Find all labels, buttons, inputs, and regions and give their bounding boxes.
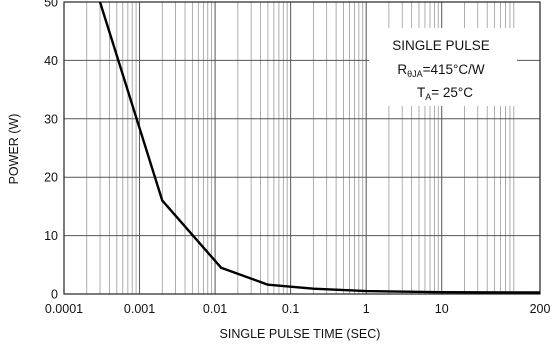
x-tick-label: 0.1 (282, 302, 299, 316)
y-tick-label: 20 (44, 171, 58, 185)
x-tick-label: 200 (530, 302, 551, 316)
annotation-line-2-suffix: =415°C/W (423, 62, 485, 77)
data-layer (98, 2, 540, 294)
annotation-line-1: SINGLE PULSE (392, 38, 490, 53)
x-tick-label: 0.0001 (45, 302, 83, 316)
x-tick-label: 1 (363, 302, 370, 316)
annotation-line-3: TA= 25°C (417, 85, 473, 102)
annotation-line-2-prefix: R (397, 62, 407, 77)
annotation-line-3-prefix: T (417, 85, 425, 100)
x-tick-label: 0.001 (124, 302, 155, 316)
annotation-line-3-suffix: = 25°C (431, 85, 473, 100)
y-tick-labels: 0 10 20 30 40 50 (44, 0, 58, 302)
annotation-box (369, 28, 517, 106)
x-tick-labels: 0.0001 0.001 0.01 0.1 1 10 200 (45, 302, 551, 316)
x-tick-label: 10 (435, 302, 449, 316)
x-axis-title: SINGLE PULSE TIME (SEC) (220, 327, 381, 341)
plot-frame (63, 1, 541, 295)
x-tick-label: 0.01 (203, 302, 227, 316)
y-tick-label: 10 (44, 229, 58, 243)
y-tick-label: 30 (44, 112, 58, 126)
annotation-line-2-sub: θJA (407, 69, 423, 79)
annotation: SINGLE PULSE RθJA=415°C/W TA= 25°C (392, 38, 490, 102)
y-tick-label: 50 (44, 0, 58, 10)
annotation-line-3-sub: A (425, 92, 431, 102)
y-axis-title: POWER (W) (7, 114, 21, 185)
annotation-line-2: RθJA=415°C/W (397, 62, 485, 79)
series-line (98, 2, 540, 294)
y-tick-label: 0 (51, 288, 58, 302)
plot-border (63, 1, 541, 295)
minor-grid (86, 2, 515, 294)
y-tick-label: 40 (44, 54, 58, 68)
